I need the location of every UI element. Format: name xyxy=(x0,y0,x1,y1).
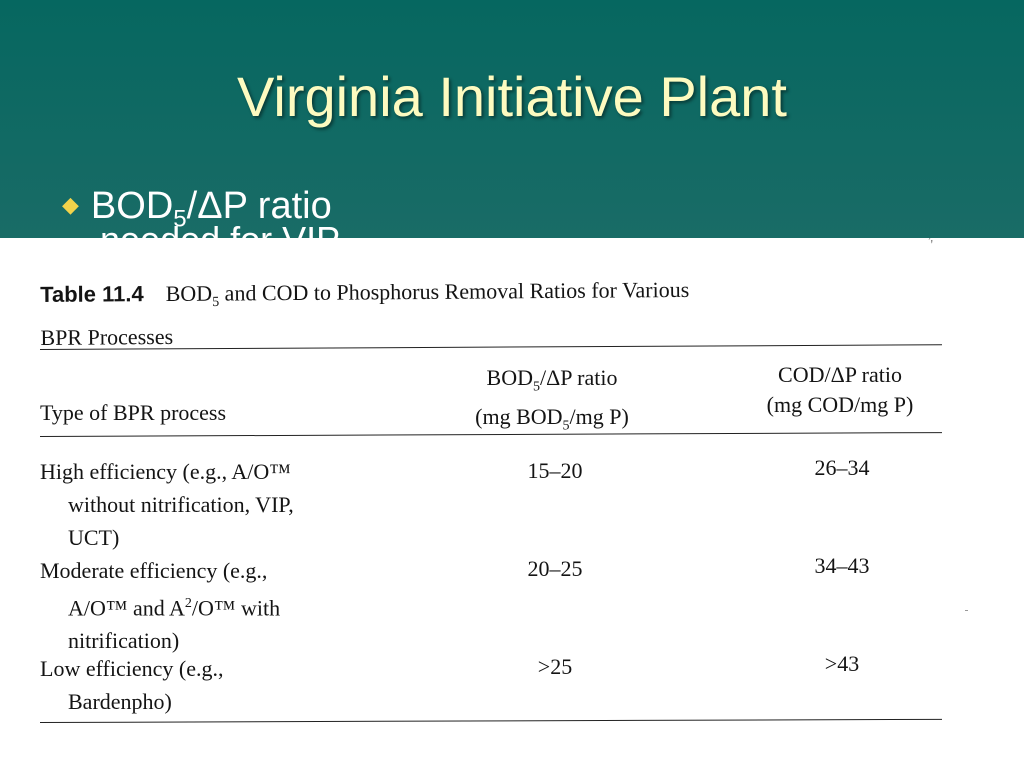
table-caption: Table 11.4 BOD5 and COD to Phosphorus Rem… xyxy=(40,271,921,355)
row-moderate-cod: 34–43 xyxy=(814,553,870,578)
header-bod-line1-lead: BOD xyxy=(486,365,533,390)
bullet-text-subscript: 5 xyxy=(173,205,187,233)
bullet-text-prefix: BOD xyxy=(90,185,174,227)
row-moderate-line2-rest: /O™ with xyxy=(191,595,281,621)
table-bottom-rule xyxy=(39,718,942,723)
header-cod-line2: (mg COD/mg P) xyxy=(766,392,914,417)
bullet-item: ◆ BOD5/ΔP ratio xyxy=(62,180,332,246)
row-moderate-bod: 20–25 xyxy=(527,556,583,581)
scan-speck xyxy=(965,610,968,611)
slide-title: Virginia Initiative Plant xyxy=(237,65,787,128)
row-high-cod: 26–34 xyxy=(814,455,870,480)
header-bod-line2-sub: 5 xyxy=(562,418,570,434)
row-high-line3: UCT) xyxy=(68,525,120,550)
header-cod-line1: COD/ΔP ratio xyxy=(778,362,902,387)
row-low-line2: Bardenpho) xyxy=(68,689,172,714)
header-bod-line2-rest: /mg P) xyxy=(569,404,629,430)
header-bod-line1-rest: /ΔP ratio xyxy=(539,365,618,390)
header-bod-line2-lead: (mg BOD xyxy=(475,404,563,430)
header-cod-ratio: COD/ΔP ratio (mg COD/mg P) xyxy=(735,360,945,420)
diamond-bullet-icon: ◆ xyxy=(62,192,79,217)
row-low-cod: >43 xyxy=(824,651,860,676)
caption-lead: BOD xyxy=(165,280,213,307)
caption-rest: and COD to Phosphorus Removal Ratios for… xyxy=(219,276,690,306)
table-number: Table 11.4 xyxy=(40,281,144,307)
row-moderate-line3: nitrification) xyxy=(68,628,180,654)
row-moderate-line2-lead: A/O™ and A xyxy=(68,595,185,621)
table-row-high-label: High efficiency (e.g., A/O™ without nitr… xyxy=(40,455,294,554)
row-moderate-line1: Moderate efficiency (e.g., xyxy=(40,558,268,583)
table-row-low-label: Low efficiency (e.g., Bardenpho) xyxy=(40,652,223,718)
row-moderate-line2: A/O™ and A2/O™ with xyxy=(40,587,280,624)
row-low-bod: >25 xyxy=(537,654,573,679)
row-high-bod: 15–20 xyxy=(527,458,583,483)
row-high-line2: without nitrification, VIP, xyxy=(68,492,294,517)
caption-line2: BPR Processes xyxy=(40,324,174,351)
scanned-table-image: 𝄒' Table 11.4 BOD5 and COD to Phosphorus … xyxy=(0,238,1024,768)
table-row-moderate-label: Moderate efficiency (e.g., A/O™ and A2/O… xyxy=(40,554,280,657)
bullet-text-suffix: /ΔP ratio xyxy=(186,185,332,227)
row-high-line1: High efficiency (e.g., A/O™ xyxy=(40,459,291,484)
row-low-line1: Low efficiency (e.g., xyxy=(40,656,224,681)
row-moderate-line2-sup: 2 xyxy=(184,596,192,611)
header-bod-line1-sub: 5 xyxy=(532,379,540,395)
scan-artifact: 𝄒' xyxy=(928,238,934,253)
header-process-type: Type of BPR process xyxy=(40,400,227,425)
header-bod-ratio: BOD5/ΔP ratio (mg BOD5/mg P) xyxy=(452,363,652,442)
